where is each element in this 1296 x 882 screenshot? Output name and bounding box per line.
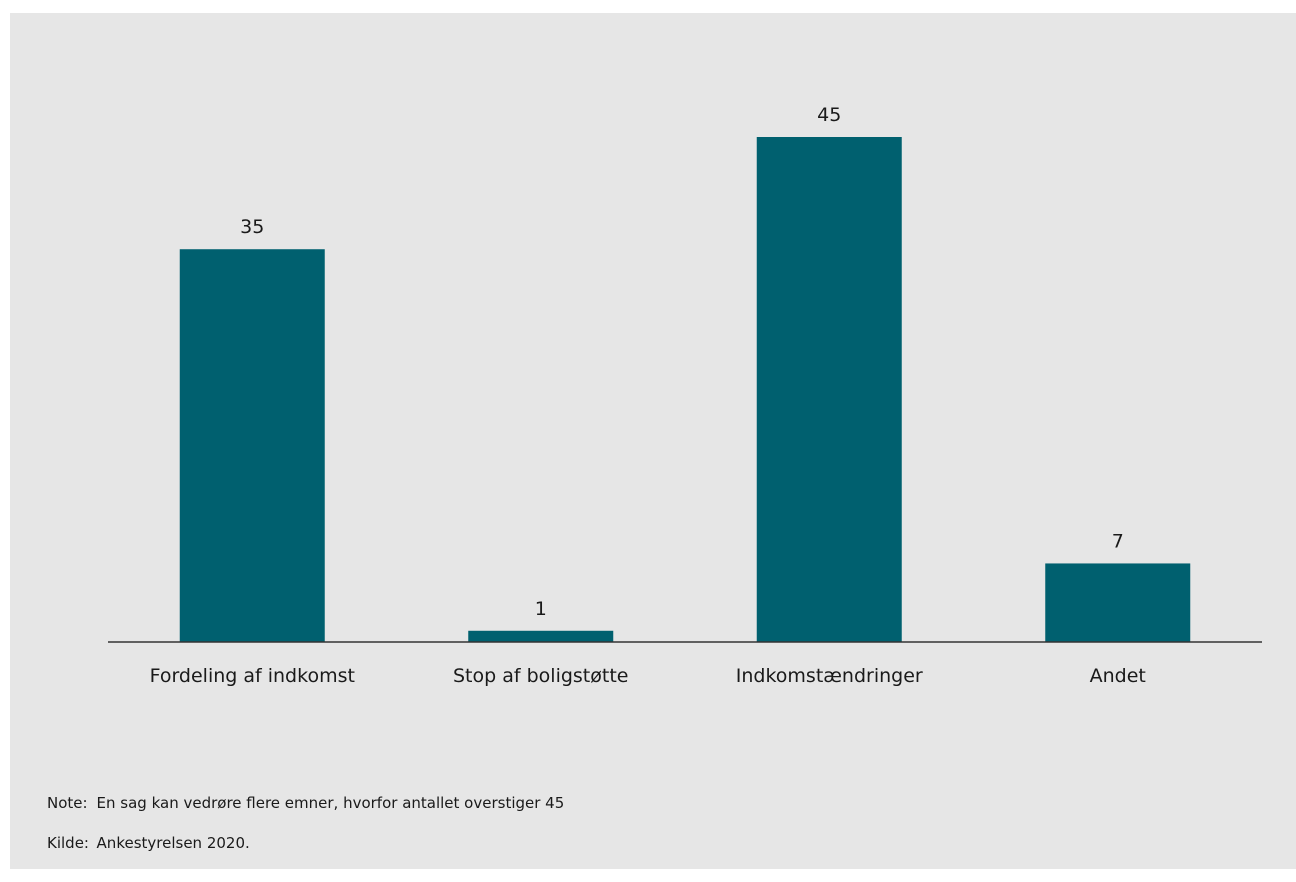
data-label: 1 — [535, 598, 547, 620]
data-label: 7 — [1112, 530, 1124, 552]
note-text: En sag kan vedrøre flere emner, hvorfor … — [96, 794, 565, 812]
bar — [756, 137, 902, 642]
source-key: Kilde: — [47, 834, 89, 852]
bars-layer — [179, 137, 1191, 642]
source-text: Ankestyrelsen 2020. — [96, 834, 250, 852]
data-label: 45 — [817, 104, 841, 126]
x-tick-label: Stop af boligstøtte — [453, 665, 628, 687]
bar — [1045, 563, 1191, 642]
note-key: Note: — [47, 794, 88, 812]
data-label: 35 — [240, 216, 264, 238]
x-tick-label: Indkomstændringer — [736, 665, 923, 687]
bar — [468, 630, 614, 642]
x-tick-label: Andet — [1090, 665, 1146, 687]
note-footnote: Note: En sag kan vedrøre flere emner, hv… — [47, 794, 564, 812]
bar — [179, 249, 325, 642]
data-labels-layer: 35 1 45 7 — [240, 104, 1124, 620]
source-footnote: Kilde: Ankestyrelsen 2020. — [47, 834, 250, 852]
x-tick-labels-layer: Fordeling af indkomst Stop af boligstøtte… — [150, 665, 1146, 687]
x-tick-label: Fordeling af indkomst — [150, 665, 355, 687]
